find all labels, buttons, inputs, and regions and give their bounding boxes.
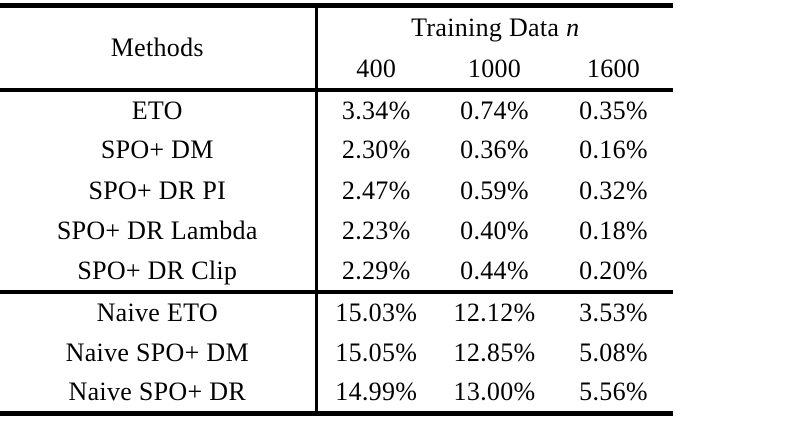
method-cell: Naive SPO+ DR bbox=[0, 373, 318, 414]
value-cell: 13.00% bbox=[453, 377, 536, 406]
table-row: SPO+ DR Clip 2.29% 0.44% 0.20% bbox=[0, 251, 673, 292]
table-row: Naive SPO+ DM 15.05% 12.85% 5.08% bbox=[0, 332, 673, 373]
value-cell: 0.44% bbox=[460, 255, 529, 285]
method-cell: SPO+ DM bbox=[0, 130, 318, 171]
method-cell: Naive ETO bbox=[0, 292, 318, 333]
table-row: SPO+ DR Lambda 2.23% 0.40% 0.18% bbox=[0, 211, 673, 252]
value-cell: 5.56% bbox=[579, 377, 648, 406]
col-header-400: 400 bbox=[356, 53, 397, 83]
value-cell: 5.08% bbox=[579, 337, 648, 367]
methods-header-cell: Methods bbox=[0, 5, 318, 90]
table-row: Naive SPO+ DR 14.99% 13.00% 5.56% bbox=[0, 373, 673, 414]
method-cell: ETO bbox=[0, 89, 318, 130]
value-cell: 12.12% bbox=[453, 298, 536, 328]
table-row: SPO+ DR PI 2.47% 0.59% 0.32% bbox=[0, 170, 673, 211]
value-cell: 15.05% bbox=[335, 337, 418, 367]
value-cell: 2.47% bbox=[341, 175, 411, 205]
header-row-group: Methods Training Data n bbox=[0, 5, 673, 90]
table-row: SPO+ DM 2.30% 0.36% 0.16% bbox=[0, 130, 673, 171]
value-cell: 2.30% bbox=[341, 135, 411, 165]
value-cell: 3.53% bbox=[579, 298, 648, 328]
value-cell: 12.85% bbox=[453, 337, 536, 367]
header-row-sizes: 400 1000 1600 bbox=[0, 48, 673, 90]
col-header-1000: 1000 bbox=[467, 53, 522, 83]
value-cell: 0.36% bbox=[460, 135, 529, 165]
method-cell: SPO+ DR Lambda bbox=[0, 211, 318, 252]
method-cell: SPO+ DR PI bbox=[0, 170, 318, 211]
training-data-var-n: n bbox=[566, 12, 580, 42]
results-table: Methods Training Data n 400 1000 1600 ET… bbox=[0, 3, 674, 416]
col-header-1600: 1600 bbox=[586, 53, 641, 83]
value-cell: 14.99% bbox=[335, 377, 418, 406]
training-data-label: Training Data bbox=[411, 12, 567, 42]
table-row: ETO 3.34% 0.74% 0.35% bbox=[0, 89, 673, 130]
table-row: Naive ETO 15.03% 12.12% 3.53% bbox=[0, 292, 673, 333]
method-cell: SPO+ DR Clip bbox=[0, 251, 318, 292]
method-cell: Naive SPO+ DM bbox=[0, 332, 318, 373]
value-cell: 0.40% bbox=[460, 216, 529, 246]
value-cell: 0.74% bbox=[460, 95, 529, 125]
value-cell: 2.29% bbox=[341, 255, 411, 285]
value-cell: 0.18% bbox=[579, 216, 648, 246]
training-data-header-cell: Training Data n bbox=[316, 6, 673, 48]
value-cell: 3.34% bbox=[341, 95, 411, 125]
value-cell: 15.03% bbox=[335, 298, 418, 328]
value-cell: 0.32% bbox=[579, 175, 648, 205]
value-cell: 2.23% bbox=[341, 216, 411, 246]
table-group-main: ETO 3.34% 0.74% 0.35% SPO+ DM 2.30% 0.36… bbox=[0, 89, 674, 292]
table-header: Methods Training Data n 400 1000 1600 bbox=[0, 5, 674, 90]
value-cell: 0.16% bbox=[579, 135, 648, 165]
value-cell: 0.20% bbox=[579, 255, 648, 285]
table-group-naive: Naive ETO 15.03% 12.12% 3.53% Naive SPO+… bbox=[0, 292, 673, 414]
value-cell: 0.59% bbox=[460, 175, 529, 205]
value-cell: 0.35% bbox=[579, 95, 648, 125]
